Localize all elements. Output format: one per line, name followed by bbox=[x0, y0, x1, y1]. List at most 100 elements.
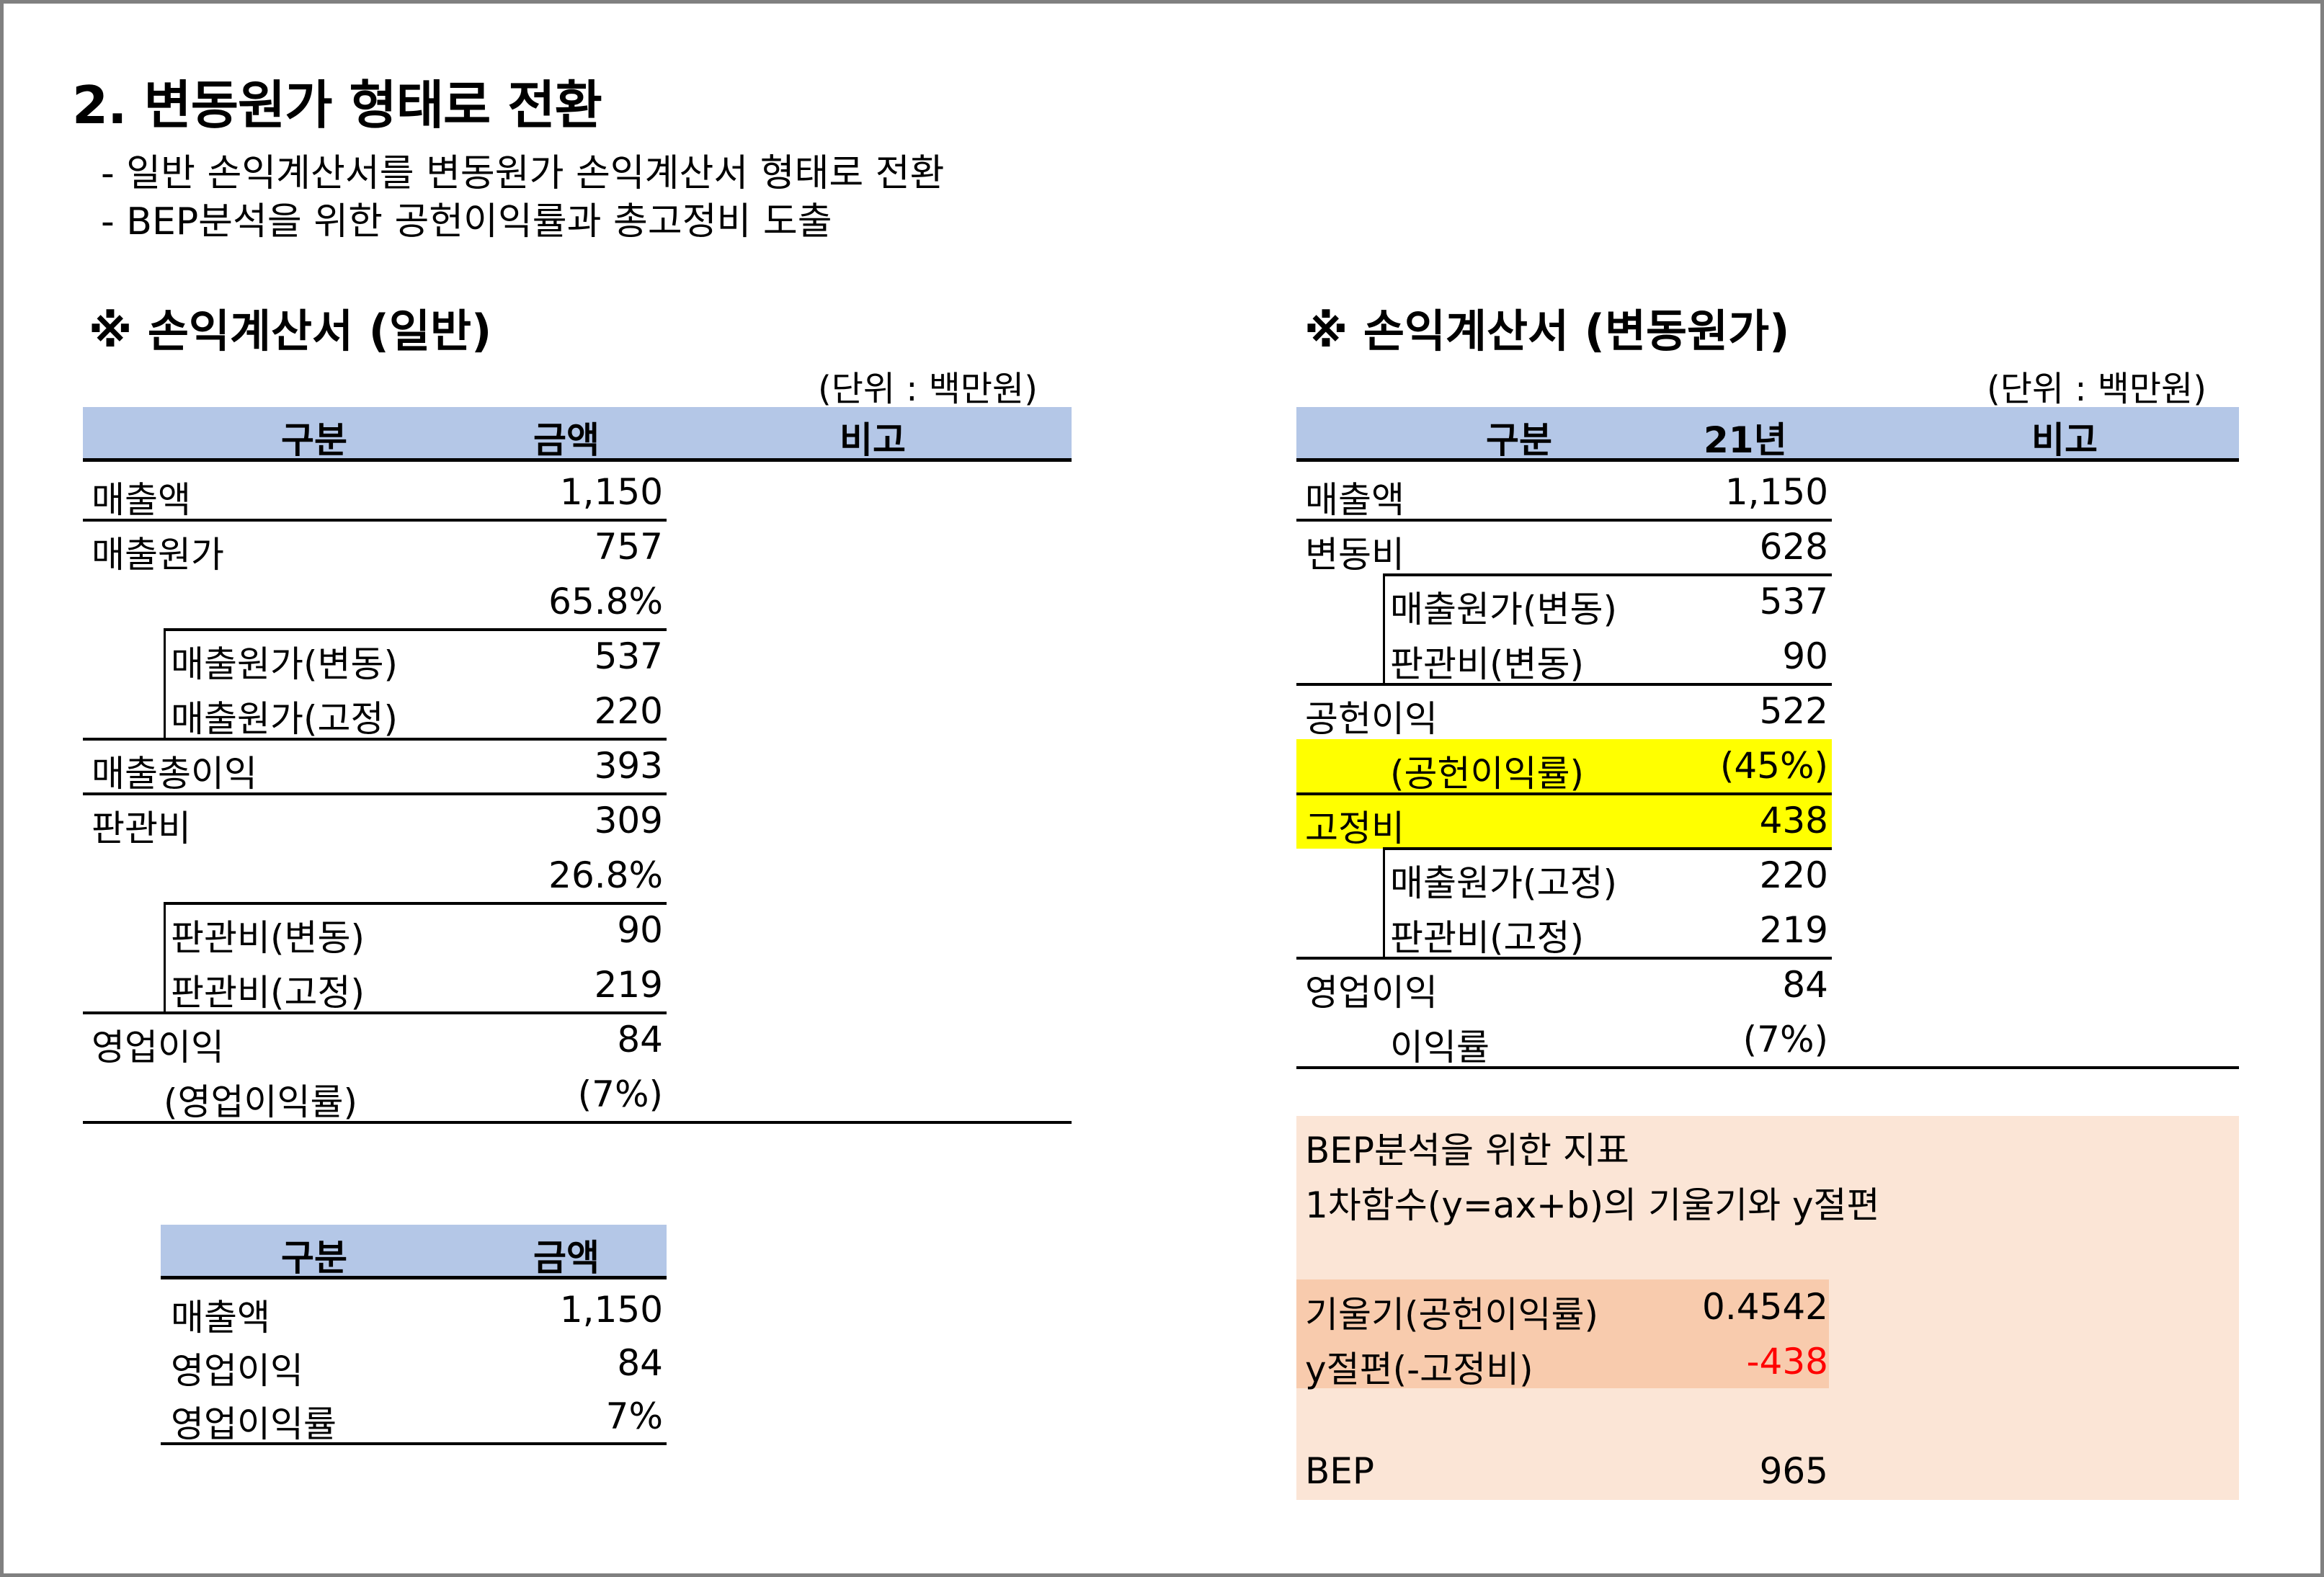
page-title: 2. 변동원가 형태로 전환 bbox=[72, 75, 602, 135]
header-category: 구분 bbox=[281, 1237, 347, 1279]
divider bbox=[1383, 847, 1832, 850]
indent-line bbox=[164, 902, 166, 1011]
slope-value: 0.4542 bbox=[1702, 1286, 1828, 1328]
row-value: 522 bbox=[1759, 690, 1828, 732]
table-row: 이익률 (7%) bbox=[1296, 1013, 1828, 1068]
divider bbox=[1296, 519, 1832, 522]
table-row: 매출원가(변동) 537 bbox=[1296, 575, 1828, 630]
divider bbox=[164, 902, 667, 905]
indent-line bbox=[164, 628, 166, 738]
bep-inner-highlight bbox=[1296, 1279, 1829, 1388]
divider bbox=[1296, 792, 1832, 795]
row-value: 220 bbox=[1759, 854, 1828, 896]
table-header: 구분 21년 비고 bbox=[1296, 407, 2239, 462]
row-label: 매출액 bbox=[92, 479, 191, 521]
table-header: 구분 금액 비고 bbox=[83, 407, 1072, 462]
table-row: 판관비(변동) 90 bbox=[1296, 630, 1828, 685]
header-amount: 금액 bbox=[533, 419, 600, 461]
row-value: 393 bbox=[594, 745, 663, 787]
table-row-highlighted: (공헌이익률) (45%) bbox=[1296, 739, 1828, 795]
divider bbox=[83, 1011, 667, 1014]
row-value: 1,150 bbox=[1724, 471, 1828, 513]
left-table-title: ※ 손익계산서 (일반) bbox=[89, 305, 492, 357]
table-bottom-border bbox=[83, 1121, 1072, 1124]
row-label: 영업이익 bbox=[1305, 972, 1438, 1014]
table-row: 매출원가 757 bbox=[83, 520, 663, 576]
row-value: 628 bbox=[1759, 526, 1828, 568]
table-row: 매출액 1,150 bbox=[161, 1283, 663, 1339]
table-row: 영업이익 84 bbox=[1296, 958, 1828, 1014]
row-value: (7%) bbox=[1742, 1019, 1828, 1060]
table-row: 65.8% bbox=[83, 575, 663, 630]
row-label: 이익률 bbox=[1390, 1027, 1490, 1068]
left-income-table: 구분 금액 비고 매출액 1,150 매출원가 757 65.8% 매출원가(변… bbox=[83, 407, 1072, 1127]
row-value: (7%) bbox=[577, 1073, 663, 1115]
row-label: 매출원가 bbox=[92, 534, 224, 576]
row-value: 84 bbox=[617, 1019, 663, 1060]
row-label: 매출원가(변동) bbox=[171, 643, 399, 685]
row-label: 판관비(고정) bbox=[1390, 917, 1585, 959]
table-row: 변동비 628 bbox=[1296, 520, 1828, 576]
row-value: 219 bbox=[1759, 909, 1828, 951]
row-label: (공헌이익률) bbox=[1390, 753, 1585, 795]
row-label: 영업이익률 bbox=[171, 1403, 337, 1445]
bullet-1: - 일반 손익계산서를 변동원가 손익계산서 형태로 전환 bbox=[101, 152, 945, 195]
row-value: 309 bbox=[594, 800, 663, 841]
divider bbox=[1296, 957, 1832, 960]
row-value: 220 bbox=[594, 690, 663, 732]
row-label: 매출원가(고정) bbox=[171, 698, 399, 740]
row-label: (영업이익률) bbox=[164, 1081, 358, 1123]
row-label: 판관비(고정) bbox=[171, 972, 365, 1014]
row-label: 공헌이익 bbox=[1305, 698, 1438, 740]
table-row: 매출원가(변동) 537 bbox=[83, 630, 663, 685]
row-value: 438 bbox=[1759, 800, 1828, 841]
row-label: 매출원가(고정) bbox=[1390, 862, 1618, 904]
row-value: 26.8% bbox=[548, 854, 663, 896]
bep-subheading: 1차함수(y=ax+b)의 기울기와 y절편 bbox=[1305, 1184, 1880, 1226]
summary-table: 구분 금액 매출액 1,150 영업이익 84 영업이익률 7% bbox=[161, 1225, 667, 1455]
table-header: 구분 금액 bbox=[161, 1225, 667, 1279]
row-value: 7% bbox=[605, 1395, 663, 1437]
row-value: (45%) bbox=[1719, 745, 1828, 787]
table-row-highlighted: 고정비 438 bbox=[1296, 794, 1828, 849]
row-label: 매출총이익 bbox=[92, 753, 257, 795]
table-row: 공헌이익 522 bbox=[1296, 684, 1828, 740]
divider bbox=[83, 792, 667, 795]
row-value: 219 bbox=[594, 964, 663, 1006]
table-row: (영업이익률) (7%) bbox=[83, 1068, 663, 1123]
divider bbox=[83, 738, 667, 741]
table-row: 영업이익 84 bbox=[83, 1013, 663, 1068]
right-table-title: ※ 손익계산서 (변동원가) bbox=[1304, 305, 1790, 357]
table-row: 매출총이익 393 bbox=[83, 739, 663, 795]
right-income-table: 구분 21년 비고 매출액 1,150 변동비 628 매출원가(변동) 537… bbox=[1296, 407, 2239, 1070]
table-row: 판관비 309 bbox=[83, 794, 663, 849]
row-label: 변동비 bbox=[1305, 534, 1404, 576]
row-value: 84 bbox=[1782, 964, 1828, 1006]
intercept-row: y절편(-고정비) -438 bbox=[1296, 1335, 1828, 1390]
bep-label: BEP bbox=[1305, 1450, 1375, 1492]
row-value: 537 bbox=[594, 635, 663, 677]
header-category: 구분 bbox=[281, 419, 347, 461]
slope-label: 기울기(공헌이익률) bbox=[1305, 1294, 1599, 1336]
right-unit-label: (단위 : 백만원) bbox=[1987, 369, 2207, 409]
row-value: 84 bbox=[617, 1342, 663, 1384]
table-row: 26.8% bbox=[83, 849, 663, 903]
row-label: 매출액 bbox=[171, 1297, 270, 1339]
row-label: 영업이익 bbox=[92, 1027, 224, 1068]
left-unit-label: (단위 : 백만원) bbox=[818, 369, 1038, 409]
row-value: 90 bbox=[617, 909, 663, 951]
slide: 2. 변동원가 형태로 전환 - 일반 손익계산서를 변동원가 손익계산서 형태… bbox=[4, 4, 2320, 1573]
table-bottom-border bbox=[1296, 1066, 2239, 1069]
table-row: 매출액 1,150 bbox=[1296, 465, 1828, 521]
bep-heading: BEP분석을 위한 지표 bbox=[1305, 1130, 1629, 1171]
row-label: 영업이익 bbox=[171, 1350, 303, 1392]
table-row: 판관비(고정) 219 bbox=[83, 958, 663, 1014]
row-label: 고정비 bbox=[1305, 808, 1404, 849]
table-row: 매출액 1,150 bbox=[83, 465, 663, 521]
row-value: 757 bbox=[594, 526, 663, 568]
intercept-label: y절편(-고정비) bbox=[1305, 1349, 1533, 1390]
table-row: 영업이익률 7% bbox=[161, 1390, 663, 1445]
intercept-value: -438 bbox=[1746, 1341, 1828, 1382]
row-label: 매출원가(변동) bbox=[1390, 589, 1618, 630]
bullet-2: - BEP분석을 위한 공헌이익률과 총고정비 도출 bbox=[101, 200, 832, 244]
